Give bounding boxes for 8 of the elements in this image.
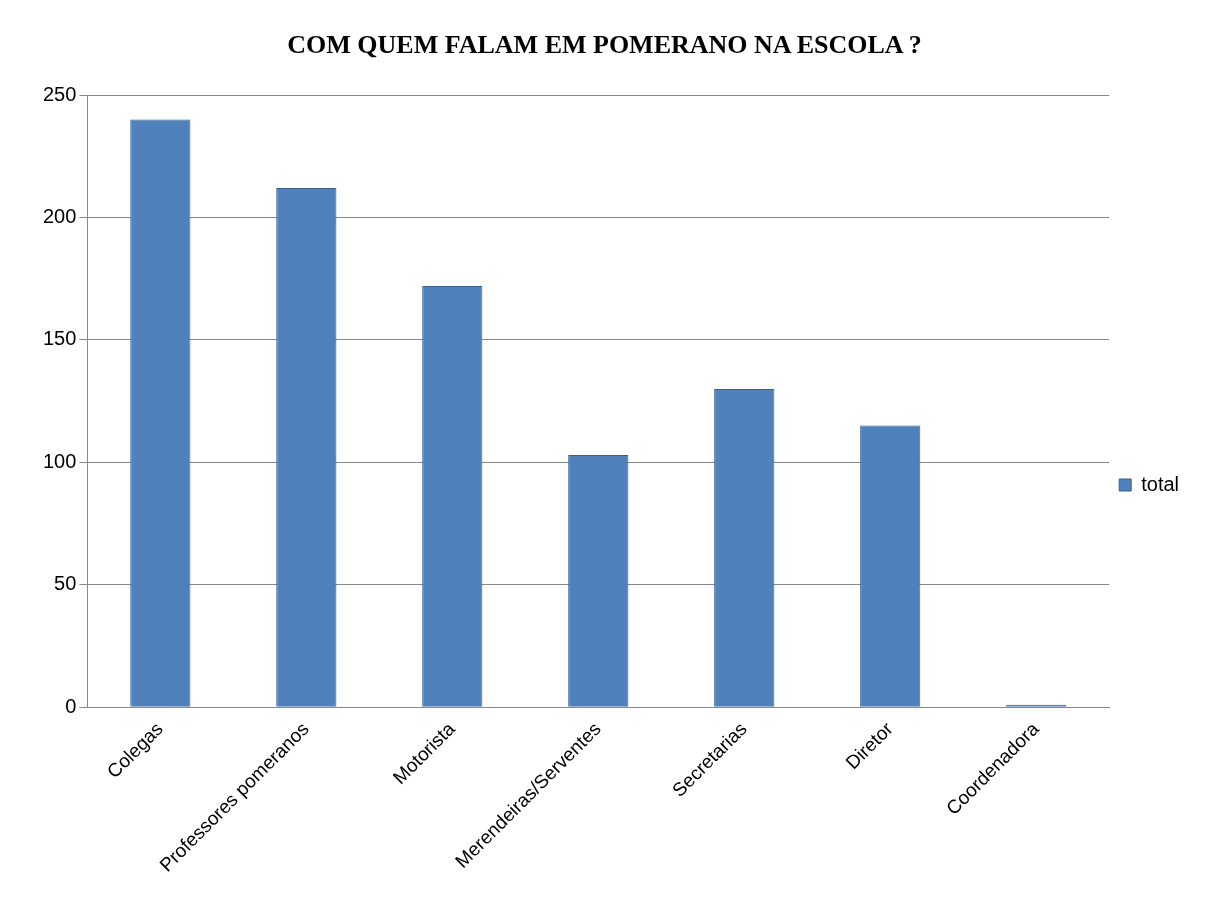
chart-title: COM QUEM FALAM EM POMERANO NA ESCOLA ?: [286, 30, 923, 60]
y-tick-label: 150: [42, 327, 77, 350]
y-tick-label: 100: [42, 449, 77, 472]
y-tick-label: 250: [42, 82, 77, 105]
y-tick-label: 0: [65, 694, 77, 717]
y-tick-label: 200: [42, 204, 77, 227]
y-tick-label: 50: [54, 572, 77, 595]
legend-label: total: [1141, 472, 1180, 495]
